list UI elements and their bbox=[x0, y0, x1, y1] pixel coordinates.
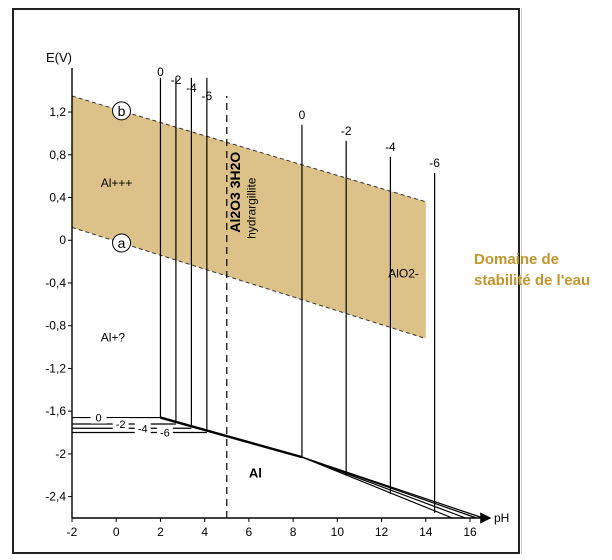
y-tick-label-6: -1,2 bbox=[45, 361, 66, 375]
al-aluminate-line-1 bbox=[301, 456, 466, 519]
water-line-b bbox=[71, 95, 426, 203]
water-line-a-label-text: a bbox=[118, 235, 126, 251]
water-line-a bbox=[71, 226, 426, 340]
y-axis-label: E(V) bbox=[46, 50, 72, 65]
y-tick-label-7: -1,6 bbox=[45, 404, 66, 418]
x-tick-label-1: 0 bbox=[113, 525, 120, 539]
vertical-al3-label-0: 0 bbox=[157, 65, 164, 79]
y-tick-label-0: 1,2 bbox=[49, 105, 66, 119]
al3-al-label-bg-1 bbox=[112, 417, 129, 430]
al3-al-label-3: -6 bbox=[160, 428, 170, 440]
panel-divider bbox=[521, 8, 522, 554]
vertical-aluminate-label-1: -2 bbox=[341, 124, 352, 138]
al3-al-label-bg-2 bbox=[134, 422, 151, 435]
x-tick-label-0: -2 bbox=[67, 525, 78, 539]
al-aluminate-line-0 bbox=[301, 456, 453, 519]
water-stability-legend: Domaine de stabilité de l'eau bbox=[474, 251, 591, 289]
region-label-al3: Al+++ bbox=[101, 176, 133, 190]
y-tick-label-5: -0,8 bbox=[45, 319, 66, 333]
water-line-b-label-text: b bbox=[118, 103, 126, 119]
vertical-al3-label-2: -4 bbox=[186, 81, 197, 95]
x-tick-label-8: 14 bbox=[419, 525, 433, 539]
al-aluminate-line-3 bbox=[301, 456, 484, 519]
y-tick-label-2: 0,4 bbox=[49, 191, 66, 205]
al3-al-label-1: -2 bbox=[116, 419, 126, 431]
region-label-al_plus: Al+? bbox=[101, 331, 126, 345]
x-tick-label-9: 16 bbox=[463, 525, 477, 539]
x-tick-label-2: 2 bbox=[157, 525, 164, 539]
y-tick-label-1: 0,8 bbox=[49, 148, 66, 162]
region-label-aluminate: AlO2- bbox=[388, 267, 419, 281]
water-line-a-label-circle bbox=[112, 233, 132, 253]
x-tick-label-5: 8 bbox=[290, 525, 297, 539]
region-label-hydrargillite_name: hydrargillite bbox=[245, 177, 259, 239]
al3-al-label-0: 0 bbox=[95, 413, 101, 425]
vertical-al3-label-1: -2 bbox=[171, 73, 182, 87]
x-tick-label-6: 10 bbox=[331, 525, 345, 539]
x-tick-label-3: 4 bbox=[201, 525, 208, 539]
vertical-aluminate-label-0: 0 bbox=[299, 108, 306, 122]
vertical-aluminate-label-3: -6 bbox=[429, 156, 440, 170]
water-line-b-label-circle bbox=[112, 101, 132, 121]
y-tick-label-9: -2,4 bbox=[45, 490, 66, 504]
x-tick-label-7: 12 bbox=[375, 525, 389, 539]
vertical-al3-label-3: -6 bbox=[202, 89, 213, 103]
al3-al-label-2: -4 bbox=[138, 423, 148, 435]
al3-al-label-bg-0 bbox=[90, 411, 107, 424]
x-tick-label-4: 6 bbox=[246, 525, 253, 539]
region-label-al_metal: Al bbox=[249, 465, 262, 480]
al-oxide-line bbox=[160, 416, 303, 459]
y-tick-label-4: -0,4 bbox=[45, 276, 66, 290]
y-tick-label-8: -2 bbox=[55, 447, 66, 461]
y-tick-label-3: 0 bbox=[59, 233, 66, 247]
x-axis-label: pH bbox=[494, 511, 509, 525]
al3-al-label-bg-3 bbox=[156, 426, 173, 439]
region-label-hydrargillite_formula: Al2O3 3H2O bbox=[227, 152, 243, 233]
vertical-aluminate-label-2: -4 bbox=[385, 140, 396, 154]
